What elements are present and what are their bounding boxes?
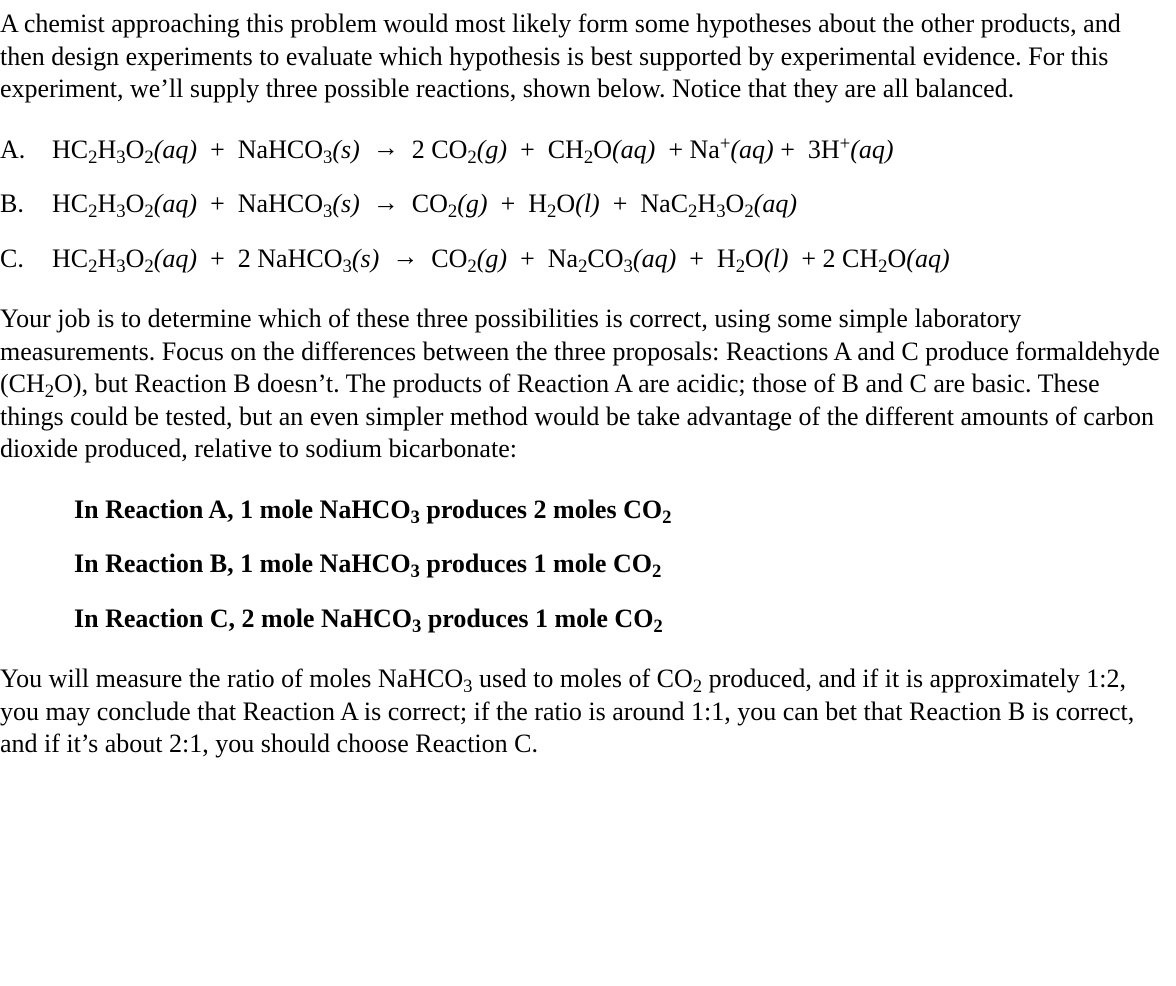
sub-2: 2 (653, 616, 662, 637)
ratio-c: In Reaction C, 2 mole NaHCO3 produces 1 … (74, 603, 1166, 636)
reaction-label-c: C. (0, 243, 52, 276)
sub-2: 2 (652, 561, 661, 582)
mid-para-seg2: O), but Reaction B doesn’t. The products… (0, 369, 1154, 463)
final-paragraph: You will measure the ratio of moles NaHC… (0, 663, 1166, 761)
reaction-a-equation: HC2H3O2(aq) + NaHCO3(s) → 2 CO2(g) + CH2… (52, 134, 1166, 167)
reaction-label-a: A. (0, 134, 52, 167)
sub-3: 3 (411, 561, 420, 582)
middle-paragraph: Your job is to determine which of these … (0, 303, 1166, 466)
reaction-b-equation: HC2H3O2(aq) + NaHCO3(s) → CO2(g) + H2O(l… (52, 188, 1166, 221)
ratio-a: In Reaction A, 1 mole NaHCO3 produces 2 … (74, 494, 1166, 527)
ratio-b: In Reaction B, 1 mole NaHCO3 produces 1 … (74, 548, 1166, 581)
ratio-c-pre: In Reaction C, 2 mole NaHCO (74, 604, 412, 633)
reaction-b: B. HC2H3O2(aq) + NaHCO3(s) → CO2(g) + H2… (0, 188, 1166, 221)
sub-2: 2 (662, 507, 671, 528)
ratio-b-pre: In Reaction B, 1 mole NaHCO (74, 549, 411, 578)
sub-3: 3 (411, 507, 420, 528)
sub-3: 3 (412, 616, 421, 637)
reaction-c-equation: HC2H3O2(aq) + 2 NaHCO3(s) → CO2(g) + Na2… (52, 243, 1166, 276)
reaction-c: C. HC2H3O2(aq) + 2 NaHCO3(s) → CO2(g) + … (0, 243, 1166, 276)
ratio-a-pre: In Reaction A, 1 mole NaHCO (74, 495, 411, 524)
intro-paragraph: A chemist approaching this problem would… (0, 8, 1166, 106)
sub-2: 2 (693, 676, 702, 697)
reaction-a: A. HC2H3O2(aq) + NaHCO3(s) → 2 CO2(g) + … (0, 134, 1166, 167)
ratio-c-mid: produces 1 mole CO (421, 604, 653, 633)
reaction-label-b: B. (0, 188, 52, 221)
sub-2: 2 (45, 381, 54, 402)
ratio-b-mid: produces 1 mole CO (420, 549, 652, 578)
ratio-a-mid: produces 2 moles CO (420, 495, 662, 524)
reaction-list: A. HC2H3O2(aq) + NaHCO3(s) → 2 CO2(g) + … (0, 134, 1166, 276)
document-page: A chemist approaching this problem would… (0, 0, 1176, 809)
final-seg1: You will measure the ratio of moles NaHC… (0, 664, 463, 693)
final-seg2: used to moles of CO (472, 664, 692, 693)
ratio-summary: In Reaction A, 1 mole NaHCO3 produces 2 … (74, 494, 1166, 636)
